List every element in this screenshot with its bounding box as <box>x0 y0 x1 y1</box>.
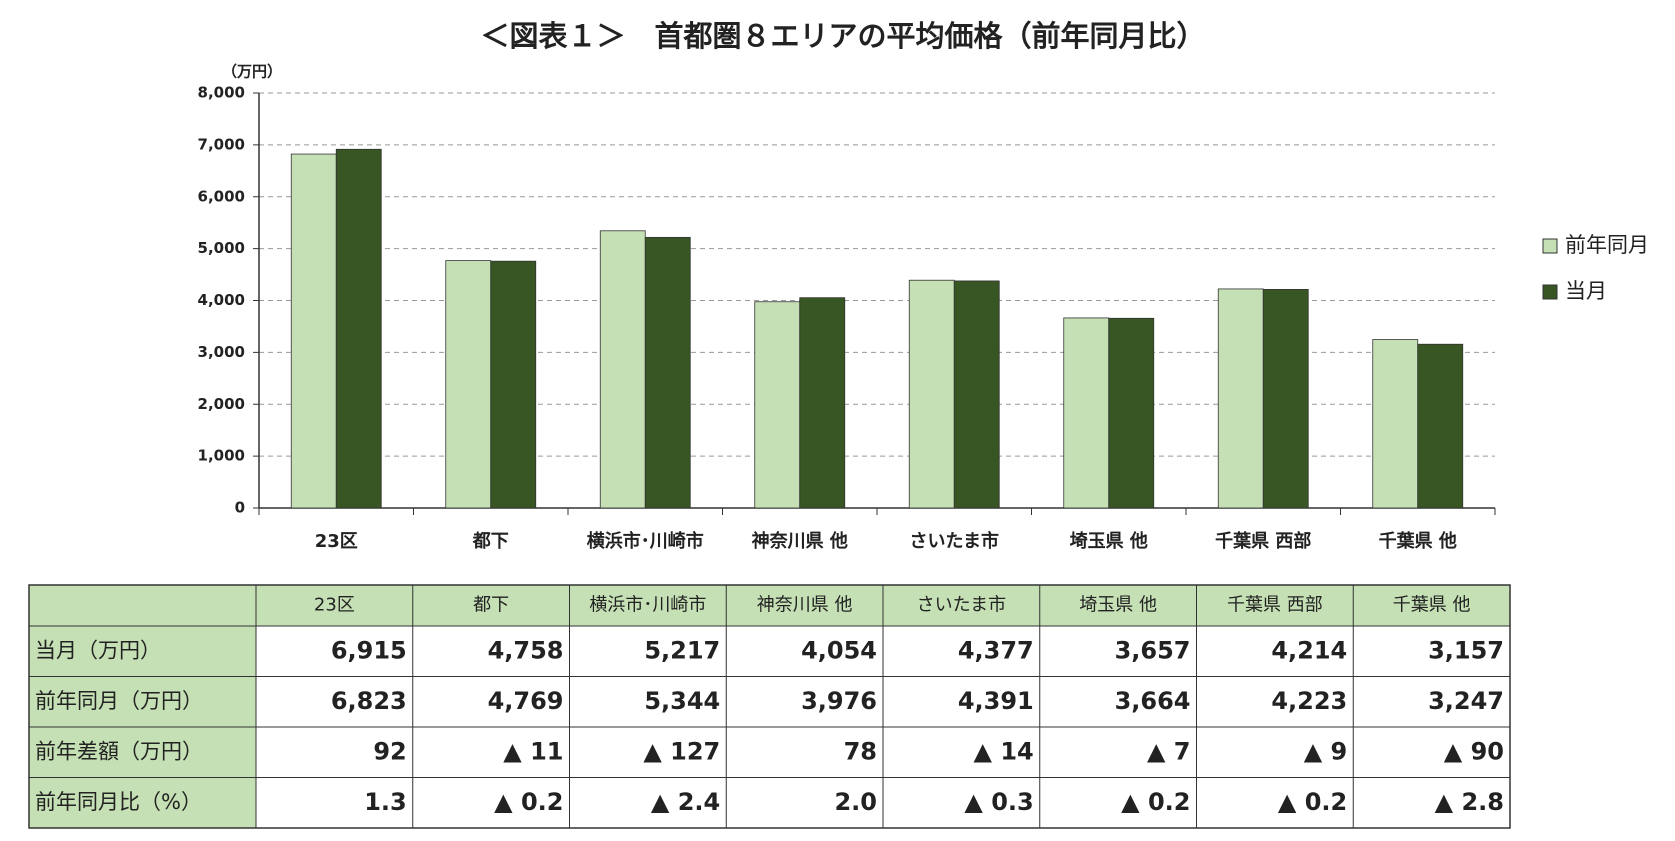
table-cell: 5,217 <box>644 636 720 664</box>
table-cell: 3,157 <box>1428 636 1504 664</box>
table-cell: 4,214 <box>1271 636 1347 664</box>
table-row-label: 当月（万円） <box>35 638 161 662</box>
y-tick-label: 7,000 <box>198 135 245 153</box>
x-tick-label: 横浜市･川崎市 <box>587 530 704 552</box>
table-cell: ▲ 90 <box>1444 737 1504 765</box>
bar <box>335 148 382 509</box>
x-tick-label: 神奈川県 他 <box>752 530 848 552</box>
bar <box>1372 339 1419 509</box>
bar <box>953 280 1000 509</box>
x-tick-label: 23区 <box>315 531 358 552</box>
legend-swatch <box>1542 284 1558 300</box>
table-cell: ▲ 11 <box>503 737 563 765</box>
legend-swatch <box>1542 238 1558 254</box>
table-cell: 4,054 <box>801 636 877 664</box>
table-header: 埼玉県 他 <box>1079 595 1157 616</box>
bar <box>599 230 646 509</box>
table-header: 神奈川県 他 <box>757 595 853 616</box>
table-cell: ▲ 0.2 <box>1278 788 1347 816</box>
bar <box>1217 288 1264 509</box>
bar <box>1063 317 1110 509</box>
table-cell: 78 <box>844 737 877 765</box>
table-header: 都下 <box>473 595 509 616</box>
table-cell: 6,915 <box>331 636 407 664</box>
y-tick-label: 2,000 <box>198 395 245 413</box>
x-tick-label: 埼玉県 他 <box>1070 530 1148 552</box>
y-tick-label: 1,000 <box>198 447 245 465</box>
table-header-bg <box>29 585 1510 626</box>
y-tick-label: 0 <box>235 499 245 517</box>
table-cell: 3,664 <box>1115 687 1191 715</box>
table-cell: 4,391 <box>958 687 1034 715</box>
table-cell: 5,344 <box>644 687 720 715</box>
table-cell: ▲ 127 <box>643 737 720 765</box>
legend-label: 当月 <box>1565 279 1607 303</box>
table-header: 23区 <box>314 595 355 616</box>
table-cell: 3,976 <box>801 687 877 715</box>
table-cell: ▲ 0.2 <box>1121 788 1190 816</box>
bar <box>1108 317 1155 509</box>
table-row-label: 前年同月（万円） <box>35 689 203 713</box>
table-cell: 4,758 <box>488 636 564 664</box>
table-cell: ▲ 0.3 <box>964 788 1033 816</box>
table-cell: ▲ 0.2 <box>494 788 563 816</box>
table-cell: 4,769 <box>488 687 564 715</box>
table-cell: ▲ 9 <box>1304 737 1348 765</box>
bar <box>290 153 337 509</box>
table-cell: ▲ 2.8 <box>1435 788 1504 816</box>
table-cell: 92 <box>373 737 406 765</box>
table-cell: 4,223 <box>1271 687 1347 715</box>
bar <box>799 297 846 509</box>
bar <box>908 279 955 509</box>
bar <box>1417 343 1464 509</box>
x-tick-label: 千葉県 西部 <box>1215 530 1311 552</box>
y-tick-label: 6,000 <box>198 187 245 205</box>
table-border <box>28 584 1511 829</box>
table-cell: 3,247 <box>1428 687 1504 715</box>
bar <box>1262 288 1309 509</box>
y-unit: （万円） <box>222 63 282 81</box>
table-cell: ▲ 14 <box>974 737 1034 765</box>
x-tick-label: 都下 <box>472 531 509 552</box>
chart-title: ＜図表１＞ 首都圏８エリアの平均価格（前年同月比） <box>480 19 1205 53</box>
bar <box>445 260 492 509</box>
y-tick-label: 5,000 <box>198 239 245 257</box>
table-cell: 6,823 <box>331 687 407 715</box>
table-header: さいたま市 <box>917 595 1006 616</box>
table-row-label: 前年差額（万円） <box>35 739 203 763</box>
table-cell: ▲ 2.4 <box>651 788 720 816</box>
y-tick-label: 8,000 <box>198 84 245 102</box>
table-header: 横浜市･川崎市 <box>589 595 706 616</box>
table-cell: 1.3 <box>364 788 407 816</box>
table-header: 千葉県 他 <box>1393 595 1471 616</box>
bar <box>644 236 691 509</box>
table-cell: ▲ 7 <box>1147 737 1191 765</box>
bar <box>490 260 537 509</box>
y-tick-label: 3,000 <box>198 343 245 361</box>
table-cell: 3,657 <box>1115 636 1191 664</box>
y-tick-label: 4,000 <box>198 291 245 309</box>
table-row-label: 前年同月比（%） <box>35 790 202 814</box>
bar <box>754 301 801 509</box>
legend-label: 前年同月 <box>1565 233 1649 257</box>
x-tick-label: 千葉県 他 <box>1379 530 1457 552</box>
table-cell: 4,377 <box>958 636 1034 664</box>
table-header: 千葉県 西部 <box>1227 595 1323 616</box>
table-cell: 2.0 <box>834 788 877 816</box>
x-tick-label: さいたま市 <box>910 530 999 552</box>
